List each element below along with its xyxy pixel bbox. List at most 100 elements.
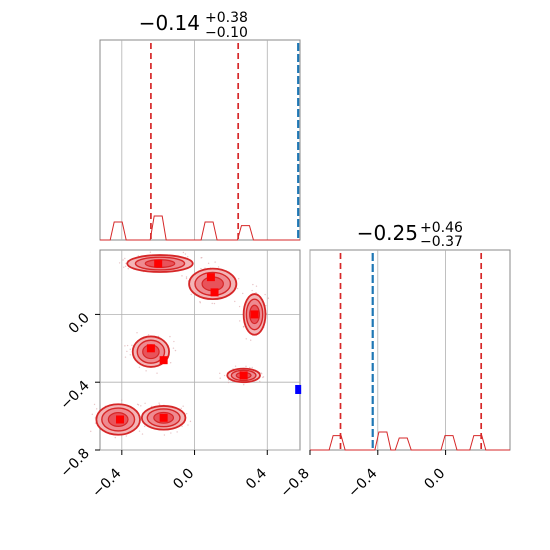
joint-sample-point [245, 338, 247, 340]
joint-sample-point [163, 434, 166, 436]
joint-sample-point [267, 297, 270, 299]
joint-sample-point [182, 405, 184, 407]
param2-title: −0.25 [357, 221, 418, 245]
joint-sample-point [94, 422, 97, 424]
joint-sample-point [129, 354, 131, 356]
marginal-panel-param1 [99, 39, 301, 241]
joint-sample-point [187, 256, 189, 258]
joint-ytick-label-1: −0.4 [57, 378, 92, 413]
joint-sample-point [223, 374, 226, 377]
joint-peak-marker-1 [206, 273, 215, 282]
joint-sample-point [214, 261, 216, 263]
joint-sample-point [249, 366, 251, 369]
joint-sample-point [170, 432, 172, 434]
joint-sample-point [255, 291, 257, 294]
joint-sample-point [90, 430, 92, 433]
joint-sample-point [131, 344, 133, 347]
joint-sample-point [242, 292, 244, 295]
joint-sample-point [227, 381, 230, 384]
joint-sample-point [189, 420, 192, 423]
joint-sample-point [93, 403, 96, 406]
joint-sample-point [201, 256, 203, 259]
param2-title-upper-error: +0.46 [420, 220, 463, 236]
joint-peak-marker-8 [159, 413, 168, 422]
joint-sample-point [156, 372, 158, 374]
param1-title-upper-error: +0.38 [205, 10, 248, 26]
joint-sample-point [124, 345, 126, 347]
joint-sample-point [184, 253, 187, 255]
joint-sample-point [185, 277, 188, 280]
joint-sample-point [236, 287, 239, 290]
joint-sample-point [261, 373, 263, 375]
joint-peak-marker-0 [154, 259, 163, 268]
joint-sample-point [211, 302, 213, 305]
joint-sample-point [207, 262, 210, 265]
joint-sample-point [145, 370, 147, 372]
joint-sample-point [124, 356, 127, 358]
joint-sample-point [125, 262, 127, 265]
joint-ytick-label-2: 0.0 [66, 310, 93, 337]
joint-xtick-label-1: 0.0 [170, 466, 197, 493]
joint-sample-point [158, 402, 160, 404]
joint-sample-point [140, 405, 142, 407]
joint-sample-point [169, 362, 172, 364]
joint-sample-point [143, 425, 146, 428]
param1-histogram [100, 215, 300, 241]
joint-sample-point [234, 300, 236, 303]
joint-sample-point [199, 302, 201, 304]
joint-peak-marker-3 [250, 310, 259, 319]
joint-sample-point [262, 376, 264, 379]
joint-sample-point [245, 365, 247, 368]
joint-sample-point [169, 335, 171, 338]
joint-sample-point [124, 265, 127, 267]
joint-xtick-label-0: −0.4 [89, 465, 124, 500]
joint-sample-point [219, 377, 221, 379]
joint-sample-point [264, 293, 266, 296]
joint-sample-point [123, 266, 125, 269]
joint-sample-point [243, 384, 245, 386]
joint-sample-point [185, 276, 188, 278]
joint-sample-point [200, 267, 202, 270]
right-xtick-label-2: 0.0 [421, 466, 448, 493]
joint-sample-point [144, 402, 146, 405]
joint-sample-point [141, 433, 144, 435]
joint-peak-marker-5 [159, 356, 168, 365]
joint-ytick-label-0: −0.8 [57, 446, 92, 481]
param1-title-lower-error: −0.10 [205, 25, 248, 41]
joint-sample-point [120, 399, 123, 401]
joint-sample-point [114, 436, 117, 439]
joint-sample-point [219, 372, 221, 375]
marginal-panel-param1-frame [99, 39, 301, 241]
joint-sample-point [242, 326, 245, 328]
joint-sample-point [255, 285, 258, 287]
joint-sample-point [95, 408, 98, 410]
right-xtick-label-1: −0.4 [345, 465, 380, 500]
joint-sample-point [91, 413, 94, 416]
right-xtick-label-0: −0.8 [277, 466, 312, 501]
joint-sample-point [182, 251, 185, 254]
joint-sample-point [234, 365, 237, 367]
joint-peak-marker-7 [116, 415, 124, 424]
joint-sample-point [238, 305, 241, 308]
joint-sample-point [126, 350, 128, 353]
joint-sample-point [138, 366, 141, 368]
joint-sample-point [176, 431, 178, 433]
joint-sample-point [266, 312, 268, 315]
joint-sample-point [187, 424, 189, 426]
joint-sample-point [213, 302, 216, 305]
joint-xtick-label-2: 0.4 [243, 465, 270, 492]
joint-sample-point [118, 262, 121, 264]
joint-sample-point [252, 283, 254, 286]
joint-sample-point [259, 380, 261, 383]
joint-sample-point [173, 340, 175, 343]
joint-peak-marker-2 [210, 288, 219, 297]
joint-sample-point [138, 430, 141, 432]
joint-sample-point [251, 289, 253, 292]
joint-sample-point [180, 407, 182, 410]
joint-sample-point [181, 425, 183, 427]
joint-peak-marker-4 [146, 344, 155, 353]
joint-sample-point [181, 275, 183, 277]
joint-sample-point [190, 293, 192, 296]
joint-sample-point [250, 339, 252, 341]
